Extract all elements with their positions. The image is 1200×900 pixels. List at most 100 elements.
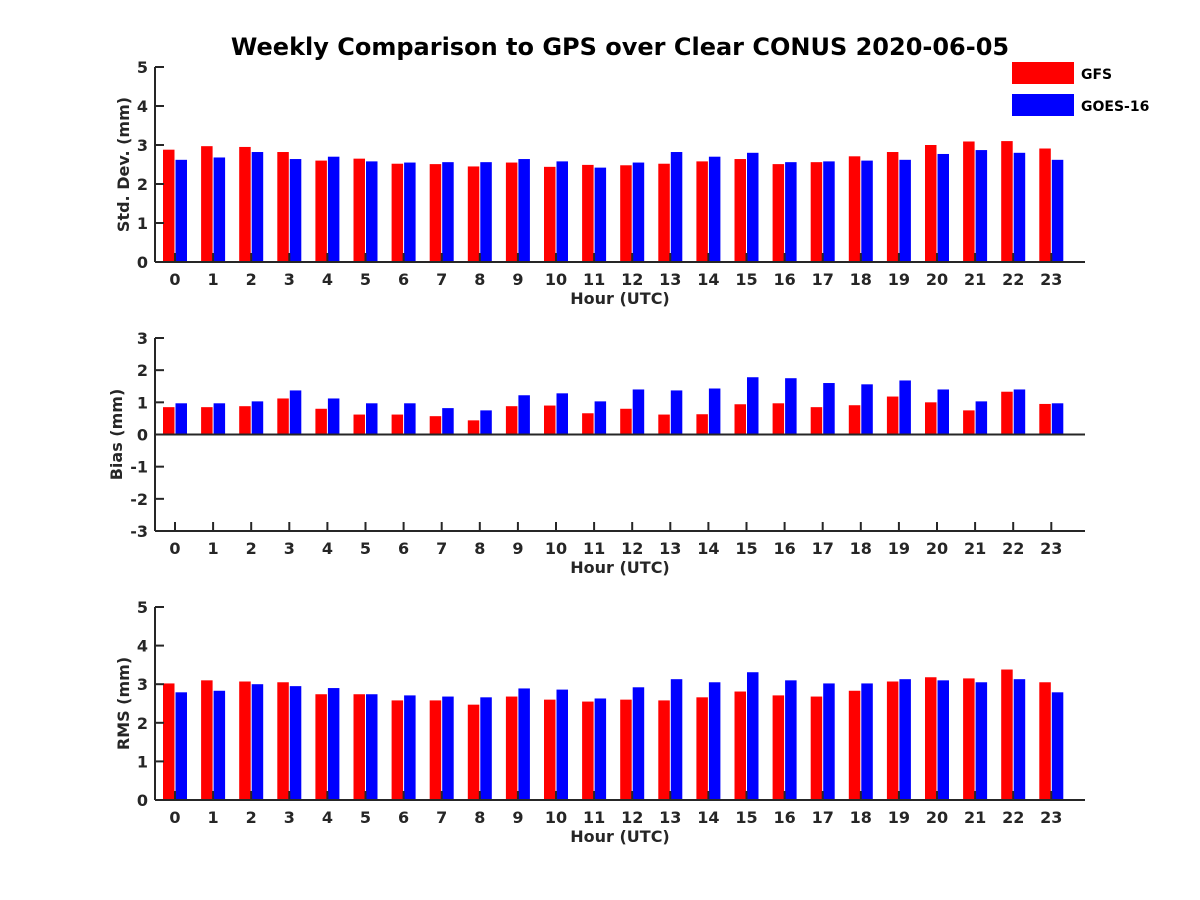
bar-bias-goes16-h3 xyxy=(289,390,302,435)
legend-label-goes16: GOES-16 xyxy=(1081,99,1149,115)
bar-rms-gfs-h2 xyxy=(239,681,251,800)
x-tick-label-std-dev: 6 xyxy=(398,270,409,289)
y-tick-label-rms: 1 xyxy=(137,752,148,771)
bar-bias-gfs-h2 xyxy=(239,406,251,435)
bar-rms-goes16-h4 xyxy=(327,688,340,800)
x-tick-label-rms: 9 xyxy=(512,808,523,827)
bar-bias-goes16-h12 xyxy=(632,389,645,435)
bar-std-dev-goes16-h7 xyxy=(442,162,454,262)
bar-std-dev-goes16-h23 xyxy=(1051,159,1064,262)
bar-rms-gfs-h8 xyxy=(467,704,480,800)
bar-rms-goes16-h0 xyxy=(175,692,187,800)
bar-bias-gfs-h10 xyxy=(544,405,556,435)
bar-rms-gfs-h22 xyxy=(1001,669,1013,800)
bar-bias-goes16-h22 xyxy=(1013,389,1026,435)
y-tick-label-bias: -3 xyxy=(130,522,148,541)
bar-bias-gfs-h21 xyxy=(963,410,975,435)
bar-bias-gfs-h23 xyxy=(1039,403,1051,435)
x-tick-label-rms: 14 xyxy=(697,808,719,827)
y-tick-label-bias: 2 xyxy=(137,361,148,380)
bar-bias-goes16-h14 xyxy=(708,388,721,435)
bar-rms-goes16-h16 xyxy=(785,680,797,800)
bar-rms-goes16-h3 xyxy=(289,686,302,800)
x-tick-label-rms: 22 xyxy=(1002,808,1024,827)
bar-std-dev-gfs-h10 xyxy=(544,166,556,262)
bar-rms-goes16-h22 xyxy=(1013,679,1026,800)
bar-rms-gfs-h3 xyxy=(277,682,289,800)
bar-rms-goes16-h9 xyxy=(518,688,530,800)
x-tick-label-rms: 3 xyxy=(284,808,295,827)
legend-swatch-goes16 xyxy=(1012,94,1074,116)
bar-rms-goes16-h19 xyxy=(899,679,911,800)
bar-rms-goes16-h8 xyxy=(480,697,492,800)
bar-std-dev-gfs-h6 xyxy=(391,163,404,262)
bar-bias-gfs-h22 xyxy=(1001,391,1013,435)
bar-std-dev-gfs-h4 xyxy=(315,160,327,262)
bar-rms-goes16-h2 xyxy=(251,684,264,800)
bar-rms-goes16-h13 xyxy=(670,679,683,800)
bar-std-dev-goes16-h17 xyxy=(823,161,835,262)
bar-bias-goes16-h0 xyxy=(175,403,187,435)
bar-bias-goes16-h5 xyxy=(366,403,378,435)
x-tick-label-rms: 1 xyxy=(208,808,219,827)
bar-std-dev-gfs-h18 xyxy=(848,156,861,262)
x-tick-label-bias: 13 xyxy=(659,539,681,558)
y-tick-label-rms: 5 xyxy=(137,598,148,617)
bar-rms-goes16-h17 xyxy=(823,683,835,800)
bar-std-dev-gfs-h21 xyxy=(963,141,975,262)
bar-bias-gfs-h20 xyxy=(925,402,937,435)
bar-std-dev-goes16-h15 xyxy=(747,152,759,262)
bar-bias-gfs-h4 xyxy=(315,408,327,435)
bar-std-dev-gfs-h2 xyxy=(239,146,251,262)
y-axis-label-rms: RMS (mm) xyxy=(114,657,133,750)
x-tick-label-std-dev: 8 xyxy=(474,270,485,289)
bar-std-dev-goes16-h3 xyxy=(289,159,302,262)
bar-rms-goes16-h10 xyxy=(556,689,568,800)
x-tick-label-rms: 18 xyxy=(850,808,872,827)
x-tick-label-bias: 20 xyxy=(926,539,948,558)
y-tick-label-bias: -2 xyxy=(130,490,148,509)
bar-rms-goes16-h6 xyxy=(404,695,416,800)
x-tick-label-std-dev: 3 xyxy=(284,270,295,289)
bar-std-dev-goes16-h21 xyxy=(975,150,988,262)
x-tick-label-rms: 0 xyxy=(169,808,180,827)
bar-bias-goes16-h4 xyxy=(327,398,340,435)
x-tick-label-rms: 2 xyxy=(246,808,257,827)
x-tick-label-std-dev: 19 xyxy=(888,270,910,289)
bar-rms-goes16-h5 xyxy=(366,694,378,800)
x-tick-label-std-dev: 17 xyxy=(812,270,834,289)
x-tick-label-bias: 5 xyxy=(360,539,371,558)
bar-rms-gfs-h15 xyxy=(734,691,746,800)
x-tick-label-rms: 23 xyxy=(1040,808,1062,827)
x-tick-label-std-dev: 9 xyxy=(512,270,523,289)
bar-std-dev-goes16-h9 xyxy=(518,159,530,262)
legend-swatch-gfs xyxy=(1012,62,1074,84)
y-tick-label-rms: 3 xyxy=(137,675,148,694)
bar-bias-gfs-h6 xyxy=(391,414,404,435)
legend-label-gfs: GFS xyxy=(1081,67,1112,83)
x-tick-label-bias: 11 xyxy=(583,539,605,558)
x-tick-label-bias: 14 xyxy=(697,539,719,558)
x-tick-label-bias: 16 xyxy=(773,539,795,558)
x-axis-label-bias: Hour (UTC) xyxy=(570,558,670,577)
x-axis-label-std-dev: Hour (UTC) xyxy=(570,289,670,308)
bar-rms-goes16-h12 xyxy=(632,687,645,800)
bar-rms-gfs-h10 xyxy=(544,699,556,800)
x-tick-label-std-dev: 14 xyxy=(697,270,719,289)
x-tick-label-rms: 6 xyxy=(398,808,409,827)
x-tick-label-bias: 21 xyxy=(964,539,986,558)
bar-bias-gfs-h19 xyxy=(886,396,899,435)
x-tick-label-std-dev: 0 xyxy=(169,270,180,289)
bar-std-dev-gfs-h11 xyxy=(582,164,594,262)
x-tick-label-bias: 6 xyxy=(398,539,409,558)
bar-std-dev-goes16-h6 xyxy=(404,162,416,262)
x-tick-label-bias: 2 xyxy=(246,539,257,558)
x-tick-label-rms: 21 xyxy=(964,808,986,827)
x-tick-label-std-dev: 4 xyxy=(322,270,333,289)
bar-bias-gfs-h16 xyxy=(772,403,785,435)
x-tick-label-bias: 3 xyxy=(284,539,295,558)
bar-rms-goes16-h11 xyxy=(594,698,607,800)
y-tick-label-std-dev: 1 xyxy=(137,214,148,233)
x-tick-label-bias: 19 xyxy=(888,539,910,558)
